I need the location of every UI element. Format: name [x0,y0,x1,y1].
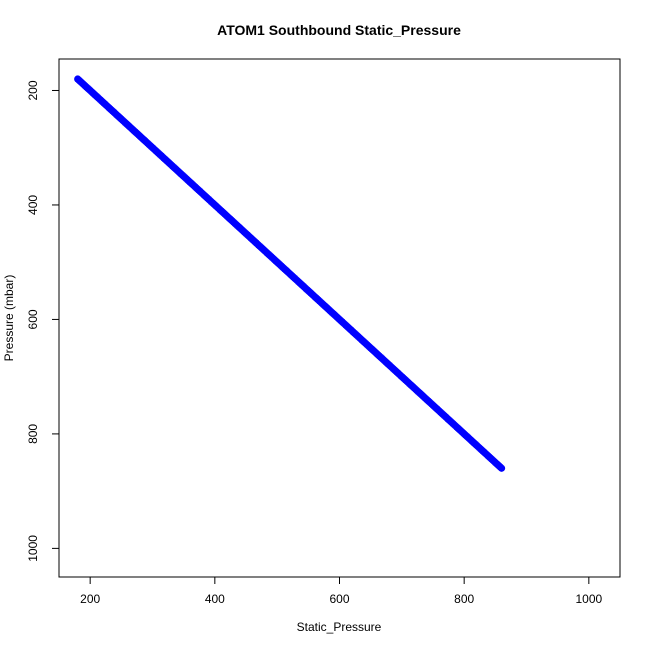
y-axis-label: Pressure (mbar) [2,275,16,362]
x-tick-label: 600 [329,592,349,606]
y-axis: 200 400 600 800 1000 [26,80,59,562]
y-tick-label: 200 [26,80,40,100]
y-tick-label: 400 [26,195,40,215]
y-tick-label: 800 [26,424,40,444]
x-tick-label: 400 [205,592,225,606]
x-tick-label: 200 [80,592,100,606]
x-tick-label: 1000 [575,592,602,606]
x-axis: 200 400 600 800 1000 [80,577,603,606]
x-axis-label: Static_Pressure [297,620,382,634]
y-tick-label: 600 [26,309,40,329]
chart-title: ATOM1 Southbound Static_Pressure [217,22,461,38]
y-tick-label: 1000 [26,535,40,562]
data-points [74,75,506,472]
x-tick-label: 800 [454,592,474,606]
data-point [497,464,506,472]
